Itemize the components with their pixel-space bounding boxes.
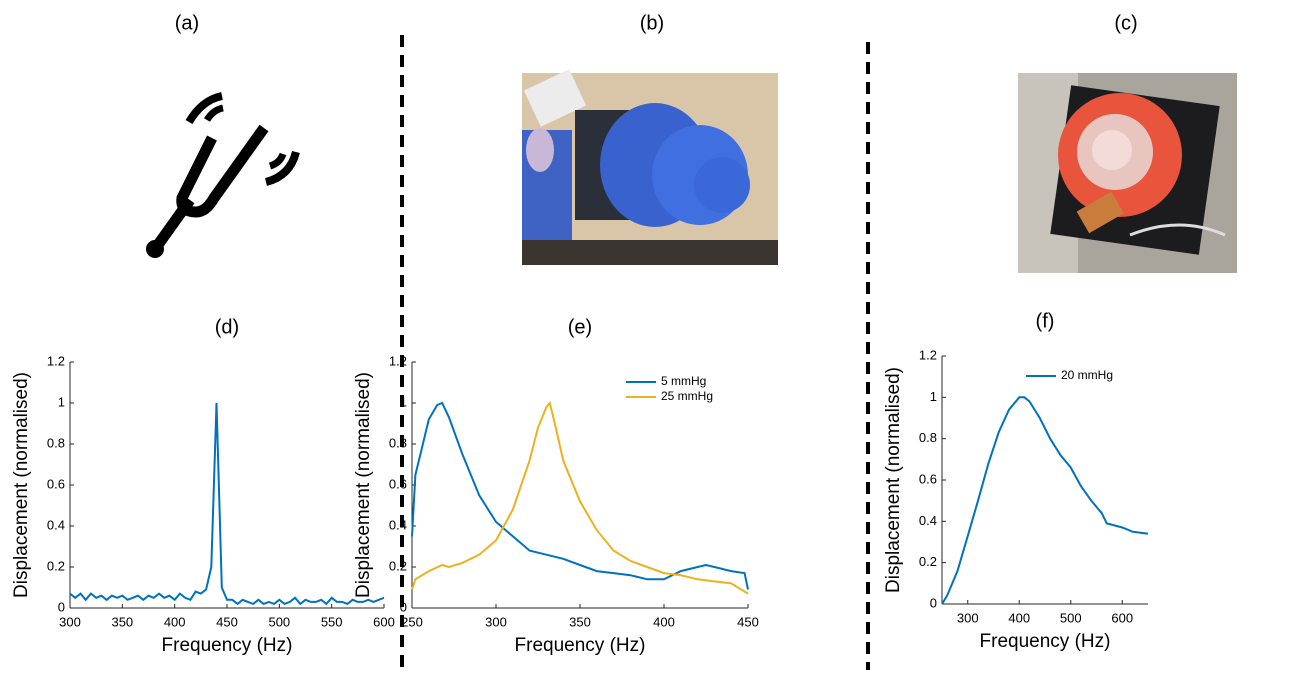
- x-tick-label: 500: [268, 614, 290, 629]
- chart-title: (d): [215, 316, 239, 338]
- y-tick-label: 0.2: [47, 558, 65, 573]
- x-tick-label: 450: [737, 614, 759, 629]
- x-tick-label: 500: [1060, 610, 1082, 625]
- y-tick-label: 0.8: [919, 430, 937, 445]
- x-tick-label: 600: [1111, 610, 1133, 625]
- data-line: [941, 396, 1149, 605]
- y-tick-label: 0: [400, 599, 407, 614]
- y-tick-label: 0.4: [47, 517, 65, 532]
- x-axis-label: Frequency (Hz): [515, 635, 646, 656]
- y-tick-label: 1: [58, 394, 65, 409]
- y-tick-label: 0.4: [919, 513, 937, 528]
- x-tick-label: 300: [485, 614, 507, 629]
- data-line: [411, 401, 749, 590]
- x-tick-label: 400: [164, 614, 186, 629]
- x-tick-label: 600: [373, 614, 395, 629]
- y-tick-label: 0.8: [47, 435, 65, 450]
- y-axis-label: Displacement (normalised): [11, 372, 32, 598]
- tuning-fork-icon: [146, 92, 300, 258]
- x-tick-label: 450: [216, 614, 238, 629]
- photo-ex-vivo-eye: [1018, 73, 1237, 273]
- y-tick-label: 0.4: [389, 517, 407, 532]
- panel-label: (b): [640, 12, 664, 34]
- x-tick-label: 250: [401, 614, 423, 629]
- x-axis-label: Frequency (Hz): [980, 631, 1111, 652]
- y-axis-label: Displacement (normalised): [353, 372, 374, 598]
- x-tick-label: 350: [569, 614, 591, 629]
- panel-label: (a): [175, 12, 199, 34]
- y-tick-label: 1.2: [919, 347, 937, 362]
- y-tick-label: 1.2: [389, 353, 407, 368]
- y-tick-label: 0.8: [389, 435, 407, 450]
- y-tick-label: 1: [400, 394, 407, 409]
- x-tick-label: 350: [111, 614, 133, 629]
- y-tick-label: 0.6: [389, 476, 407, 491]
- data-line: [69, 402, 385, 606]
- legend-label: 25 mmHg: [661, 389, 713, 403]
- y-tick-label: 0.2: [389, 558, 407, 573]
- y-tick-label: 1.2: [47, 353, 65, 368]
- photo-eye-model: [522, 69, 778, 265]
- x-tick-label: 400: [653, 614, 675, 629]
- legend-label: 5 mmHg: [661, 374, 706, 388]
- chart-title: (e): [568, 316, 592, 338]
- y-tick-label: 0.2: [919, 554, 937, 569]
- x-tick-label: 300: [59, 614, 81, 629]
- y-tick-label: 0.6: [47, 476, 65, 491]
- y-tick-label: 1: [930, 389, 937, 404]
- legend-label: 20 mmHg: [1061, 368, 1113, 382]
- chart-title: (f): [1036, 310, 1055, 332]
- y-tick-label: 0: [930, 595, 937, 610]
- x-tick-label: 550: [321, 614, 343, 629]
- panel-label: (c): [1114, 12, 1137, 34]
- x-tick-label: 400: [1008, 610, 1030, 625]
- data-line: [411, 400, 749, 595]
- x-tick-label: 300: [957, 610, 979, 625]
- y-tick-label: 0.6: [919, 471, 937, 486]
- x-axis-label: Frequency (Hz): [162, 635, 293, 656]
- y-axis-label: Displacement (normalised): [883, 367, 904, 593]
- y-tick-label: 0: [58, 599, 65, 614]
